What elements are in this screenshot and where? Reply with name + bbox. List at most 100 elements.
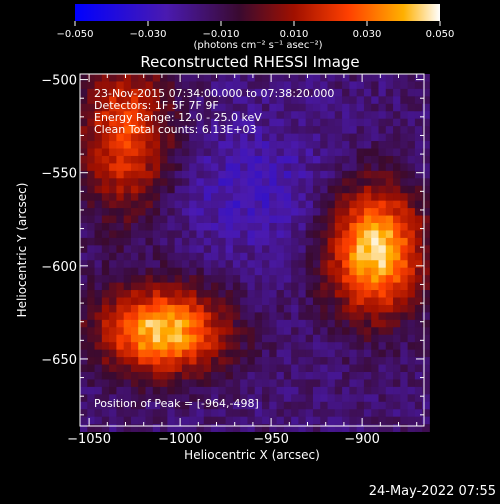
- heatmap-cell: [407, 193, 416, 202]
- heatmap-cell: [305, 327, 314, 336]
- colorbar-tick-label: −0.050: [56, 29, 93, 40]
- heatmap-cell: [247, 290, 256, 298]
- heatmap-cell: [305, 111, 314, 120]
- heatmap-cell: [342, 126, 350, 134]
- heatmap-cell: [262, 155, 270, 164]
- heatmap-cell: [94, 103, 103, 112]
- heatmap-cell: [218, 319, 227, 328]
- heatmap-cell: [283, 103, 292, 112]
- heatmap-cell: [291, 81, 299, 90]
- heatmap-cell: [378, 141, 387, 149]
- heatmap-cell: [94, 237, 103, 246]
- heatmap-cell: [94, 111, 103, 120]
- heatmap-cell: [152, 334, 161, 343]
- heatmap-cell: [181, 371, 190, 380]
- heatmap-cell: [269, 386, 277, 395]
- heatmap-cell: [130, 342, 139, 351]
- heatmap-cell: [218, 334, 227, 343]
- heatmap-cell: [283, 193, 292, 202]
- heatmap-cell: [349, 193, 358, 202]
- heatmap-cell: [342, 96, 350, 105]
- heatmap-cell: [87, 357, 95, 365]
- heatmap-cell: [385, 215, 394, 224]
- heatmap-cell: [130, 96, 139, 105]
- heatmap-cell: [211, 409, 219, 418]
- heatmap-cell: [116, 222, 125, 231]
- heatmap-cell: [363, 208, 372, 216]
- heatmap-cell: [305, 133, 314, 142]
- heatmap-cell: [378, 178, 387, 187]
- heatmap-cell: [240, 103, 248, 112]
- heatmap-cell: [385, 163, 394, 172]
- heatmap-cell: [298, 297, 307, 306]
- heatmap-cell: [385, 357, 394, 365]
- heatmap-cell: [211, 133, 219, 142]
- heatmap-cell: [225, 141, 234, 149]
- heatmap-cell: [400, 334, 409, 343]
- heatmap-cell: [298, 222, 307, 231]
- heatmap-cell: [414, 88, 423, 97]
- heatmap-cell: [218, 155, 227, 164]
- heatmap-cell: [225, 371, 234, 380]
- heatmap-cell: [160, 74, 168, 82]
- heatmap-cell: [254, 208, 263, 216]
- heatmap-cell: [378, 252, 387, 261]
- heatmap-cell: [254, 126, 263, 134]
- heatmap-cell: [298, 312, 307, 321]
- heatmap-cell: [116, 193, 125, 202]
- heatmap-cell: [160, 334, 168, 343]
- heatmap-cell: [349, 401, 358, 410]
- heatmap-cell: [414, 394, 423, 403]
- heatmap-cell: [349, 282, 358, 291]
- heatmap-cell: [254, 111, 263, 120]
- heatmap-cell: [312, 118, 321, 127]
- heatmap-cell: [400, 118, 409, 127]
- heatmap-cell: [109, 170, 117, 179]
- heatmap-cell: [349, 275, 358, 283]
- heatmap-cell: [203, 163, 212, 172]
- heatmap-cell: [400, 208, 409, 216]
- heatmap-cell: [138, 282, 146, 291]
- heatmap-cell: [94, 409, 103, 418]
- heatmap-cell: [167, 327, 176, 336]
- heatmap-cell: [407, 319, 416, 328]
- heatmap-cell: [407, 170, 416, 179]
- heatmap-cell: [87, 215, 95, 224]
- heatmap-cell: [138, 230, 146, 239]
- heatmap-cell: [174, 416, 183, 425]
- heatmap-cell: [422, 319, 430, 328]
- heatmap-cell: [422, 401, 430, 410]
- heatmap-cell: [422, 327, 430, 336]
- heatmap-cell: [123, 170, 132, 179]
- heatmap-cell: [123, 252, 132, 261]
- heatmap-cell: [167, 371, 176, 380]
- heatmap-cell: [298, 260, 307, 269]
- heatmap-cell: [109, 327, 117, 336]
- heatmap-cell: [414, 364, 423, 373]
- heatmap-cell: [262, 133, 270, 142]
- heatmap-cell: [109, 394, 117, 403]
- heatmap-cell: [211, 200, 219, 209]
- heatmap-cell: [291, 178, 299, 187]
- heatmap-cell: [87, 327, 95, 336]
- heatmap-cell: [80, 111, 88, 120]
- heatmap-cell: [327, 193, 336, 202]
- heatmap-cell: [145, 74, 154, 82]
- heatmap-cell: [225, 260, 234, 269]
- heatmap-cell: [130, 252, 139, 261]
- heatmap-cell: [400, 148, 409, 157]
- heatmap-cell: [232, 297, 241, 306]
- heatmap-cell: [145, 364, 154, 373]
- heatmap-cell: [312, 222, 321, 231]
- heatmap-cell: [356, 126, 365, 134]
- heatmap-cell: [138, 334, 146, 343]
- heatmap-cell: [283, 245, 292, 254]
- heatmap-cell: [385, 111, 394, 120]
- heatmap-cell: [414, 342, 423, 351]
- heatmap-cell: [407, 200, 416, 209]
- heatmap-cell: [393, 245, 401, 254]
- heatmap-cell: [393, 409, 401, 418]
- heatmap-cell: [385, 371, 394, 380]
- heatmap-cell: [87, 312, 95, 321]
- heatmap-cell: [211, 394, 219, 403]
